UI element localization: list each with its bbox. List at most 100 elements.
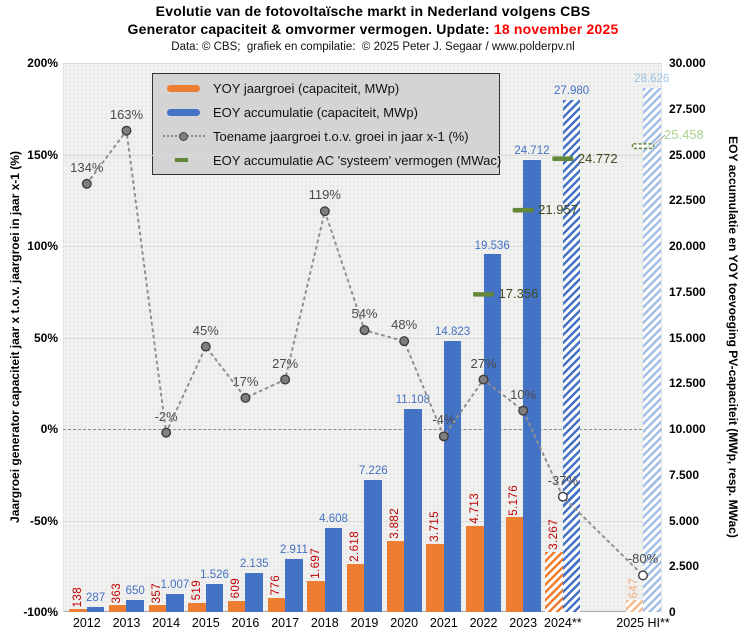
x-label-2022: 2022 bbox=[469, 616, 498, 630]
pct-label-2022: 27% bbox=[470, 355, 497, 371]
legend-dash-swatch-icon bbox=[163, 158, 205, 162]
legend-bar-swatch-icon bbox=[163, 84, 205, 92]
bar-yoy-2015 bbox=[188, 602, 206, 612]
bar-swatch-icon bbox=[167, 108, 200, 116]
pct-marker-2018 bbox=[319, 206, 330, 217]
pct-marker-2022 bbox=[478, 374, 489, 385]
right-tick-17500: 17.500 bbox=[669, 284, 706, 299]
bar-eoy-2018 bbox=[324, 527, 343, 612]
x-label-2019: 2019 bbox=[350, 616, 379, 630]
bar-eoy-2015 bbox=[205, 584, 224, 612]
legend-label-0: YOY jaargroei (capaciteit, MWp) bbox=[213, 80, 400, 96]
ac-label-2024: 24.772 bbox=[577, 150, 618, 166]
right-tick-27500: 27.500 bbox=[669, 101, 706, 116]
bar-yoy-2023 bbox=[505, 517, 524, 612]
label-eoy-2020: 11.108 bbox=[395, 393, 431, 406]
x-label-2021: 2021 bbox=[429, 616, 458, 630]
bar-swatch-icon bbox=[167, 84, 200, 92]
bar-yoy-2014 bbox=[148, 605, 167, 612]
label-eoy-2022: 19.536 bbox=[474, 239, 510, 252]
update-date: 18 november 2025 bbox=[493, 21, 619, 37]
gridline-50pct bbox=[63, 337, 662, 339]
left-tick-200: 200% bbox=[27, 56, 58, 70]
label-eoy-2021: 14.823 bbox=[434, 325, 471, 338]
gridline--50pct bbox=[63, 520, 662, 522]
pct-marker-2016 bbox=[240, 392, 251, 403]
chart-title-line2: Generator capaciteit & omvormer vermogen… bbox=[0, 21, 746, 37]
x-label-2016: 2016 bbox=[231, 616, 260, 630]
right-tick-10000: 10.000 bbox=[669, 422, 706, 436]
right-tick-5000: 5.000 bbox=[669, 513, 700, 528]
legend-item-0: YOY jaargroei (capaciteit, MWp) bbox=[153, 76, 499, 100]
label-eoy-2025-hi: 28.626 bbox=[634, 73, 670, 86]
right-tick-0: 0 bbox=[669, 605, 676, 619]
label-eoy-2019: 7.226 bbox=[358, 464, 388, 477]
label-eoy-2024: 27.980 bbox=[553, 84, 590, 97]
legend-item-3: EOY accumulatie AC 'systeem' vermogen (M… bbox=[153, 148, 502, 172]
legend-item-2: Toename jaargroei t.o.v. groei in jaar x… bbox=[153, 124, 499, 148]
legend-label-2: Toename jaargroei t.o.v. groei in jaar x… bbox=[213, 128, 469, 144]
right-tick-7500: 7.500 bbox=[669, 467, 700, 482]
label-eoy-2023: 24.712 bbox=[514, 144, 550, 157]
chart-overlay bbox=[81, 125, 666, 581]
bar-yoy-2022 bbox=[466, 525, 484, 612]
legend: YOY jaargroei (capaciteit, MWp) EOY accum… bbox=[152, 73, 502, 175]
left-tick-0: 0% bbox=[40, 422, 58, 436]
x-label-2013: 2013 bbox=[112, 616, 141, 630]
pct-marker-2014 bbox=[161, 427, 172, 438]
right-tick-22500: 22.500 bbox=[669, 193, 706, 208]
pct-marker-2015 bbox=[200, 341, 211, 352]
bar-yoy-2018 bbox=[307, 580, 325, 612]
legend-label-3: EOY accumulatie AC 'systeem' vermogen (M… bbox=[213, 152, 502, 168]
left-tick--100: -100% bbox=[23, 605, 58, 619]
pct-label-2025-hi: -80% bbox=[627, 551, 659, 567]
pct-label-2013: 163% bbox=[109, 106, 144, 122]
bar-yoy-2019 bbox=[346, 564, 365, 612]
circle-marker-icon bbox=[179, 131, 188, 141]
label-eoy-2013: 650 bbox=[125, 585, 145, 598]
bar-yoy-2016 bbox=[227, 600, 246, 612]
legend-item-1: EOY accumulatie (capaciteit, MWp) bbox=[153, 100, 499, 124]
bar-eoy-2014 bbox=[166, 593, 184, 612]
ac-marker-2022 bbox=[473, 292, 494, 297]
bar-yoy-2020 bbox=[386, 540, 405, 612]
pct-marker-2017 bbox=[280, 374, 291, 385]
label-eoy-2014: 1.007 bbox=[160, 578, 190, 591]
dash-marker-icon bbox=[175, 158, 188, 162]
x-label-2025-hi: 2025 HI** bbox=[616, 616, 670, 630]
pct-label-2016: 17% bbox=[232, 373, 259, 389]
bar-eoy-2019 bbox=[364, 479, 382, 612]
pct-marker-2021 bbox=[438, 431, 449, 442]
pct-marker-2024 bbox=[557, 491, 568, 502]
bar-eoy-2021 bbox=[443, 340, 462, 612]
x-label-2015: 2015 bbox=[191, 616, 220, 630]
bar-yoy-2025-hi bbox=[625, 600, 643, 612]
chart-title-line1: Evolutie van de fotovoltaïsche markt in … bbox=[155, 3, 591, 19]
legend-dotted-line-swatch-icon bbox=[163, 131, 205, 141]
label-eoy-2018: 4.608 bbox=[319, 512, 348, 525]
pct-label-2017: 27% bbox=[272, 355, 299, 371]
right-tick-12500: 12.500 bbox=[669, 376, 706, 391]
right-tick-2500: 2.500 bbox=[669, 559, 700, 574]
ac-marker-2023 bbox=[512, 207, 534, 213]
bar-eoy-2016 bbox=[245, 572, 263, 612]
pct-marker-2012 bbox=[81, 178, 92, 189]
bar-eoy-2020 bbox=[404, 408, 422, 612]
left-tick-50: 50% bbox=[33, 330, 58, 345]
gridline-150pct bbox=[63, 154, 662, 156]
label-eoy-2016: 2.135 bbox=[239, 557, 269, 570]
bar-yoy-2012 bbox=[69, 609, 87, 612]
x-label-2012: 2012 bbox=[72, 616, 101, 630]
bar-eoy-2023 bbox=[523, 159, 541, 612]
pct-label-2024: -37% bbox=[547, 472, 579, 488]
chart-title-line2-text: Generator capaciteit & omvormer vermogen… bbox=[127, 21, 494, 37]
bar-yoy-2017 bbox=[267, 597, 286, 612]
x-label-2023: 2023 bbox=[509, 616, 538, 630]
ac-label-2025-hi: 25.458 bbox=[664, 127, 704, 143]
pct-marker-2025-hi bbox=[638, 570, 649, 581]
ac-label-2022: 17.356 bbox=[498, 286, 539, 302]
pct-marker-2013 bbox=[121, 125, 132, 136]
label-eoy-2017: 2.911 bbox=[279, 543, 308, 556]
gridline-100pct bbox=[63, 246, 662, 247]
